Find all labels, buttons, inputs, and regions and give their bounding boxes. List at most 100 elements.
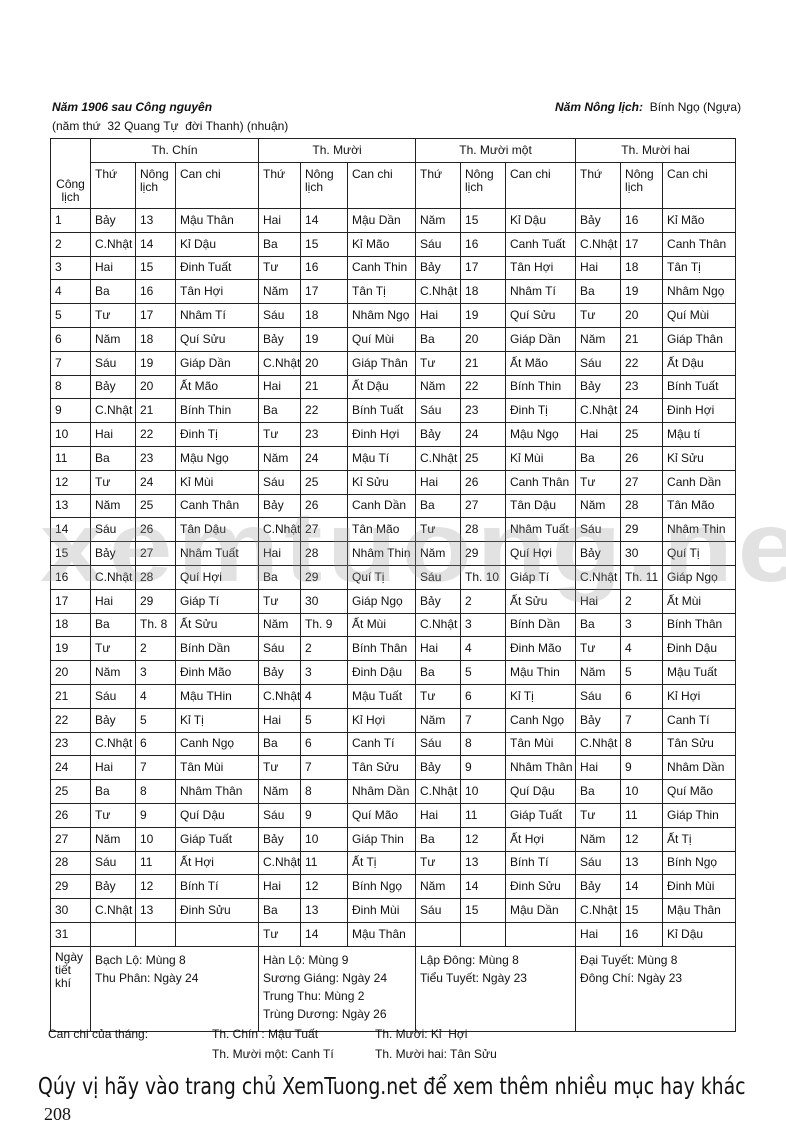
can-chi: Mậu Tuất xyxy=(662,660,737,685)
can-chi: Mậu Thân xyxy=(347,921,417,947)
weekday: Tư xyxy=(258,588,302,614)
can-chi: Nhâm Thin xyxy=(662,517,737,543)
weekday: Ba xyxy=(258,231,302,257)
can-chi: Ất Mão xyxy=(505,350,577,376)
can-chi: Bính Ngọ xyxy=(347,874,417,900)
can-chi: Giáp Tí xyxy=(505,564,577,590)
lunar-day: 17 xyxy=(300,279,349,305)
can-chi: Đinh Mão xyxy=(174,660,260,685)
lunar-day: 6 xyxy=(300,731,349,757)
can-chi: Giáp Tuất xyxy=(505,802,577,828)
column-header: Nông lịch xyxy=(135,162,176,209)
weekday: C.Nhật xyxy=(415,279,462,305)
solar-day: 17 xyxy=(50,588,91,614)
lunar-day: 11 xyxy=(620,802,664,828)
watermark: xemtuong.net xyxy=(40,491,786,603)
lunar-day: 6 xyxy=(460,683,507,709)
weekday: Tư xyxy=(575,303,622,328)
can-chi: Mậu Tuất xyxy=(347,683,417,709)
can-chi: Kỉ Mùi xyxy=(505,445,577,471)
lunar-day: 4 xyxy=(300,683,349,709)
lunar-day: 8 xyxy=(460,731,507,757)
can-chi: Mậu tí xyxy=(662,422,737,447)
lunar-day: 16 xyxy=(135,279,176,305)
column-header: Can chi xyxy=(347,162,417,209)
lunar-day: 17 xyxy=(135,303,176,328)
lunar-day: 10 xyxy=(300,826,349,852)
weekday: Bảy xyxy=(258,826,302,852)
can-chi: Tân Tị xyxy=(662,255,737,281)
solar-day: 19 xyxy=(50,636,91,662)
can-chi: Tân Mão xyxy=(347,517,417,543)
can-chi: Quí Mão xyxy=(347,802,417,828)
column-header: Thứ xyxy=(575,162,622,209)
weekday: Bảy xyxy=(90,208,136,233)
weekday: Tư xyxy=(258,255,302,281)
lunar-day: 17 xyxy=(460,255,507,281)
solar-day: 26 xyxy=(50,802,91,828)
weekday: C.Nhật xyxy=(575,564,622,590)
can-chi: Đinh Dậu xyxy=(662,636,737,662)
weekday: C.Nhật xyxy=(415,445,462,471)
weekday: Tư xyxy=(258,921,302,947)
lunar-day: 20 xyxy=(300,350,349,376)
solar-day: 6 xyxy=(50,326,91,352)
weekday: C.Nhật xyxy=(415,779,462,804)
solar-term: Trùng Dương: Ngày 26 xyxy=(263,1006,387,1021)
solar-terms-cell: Hàn Lộ: Mùng 9 Sương Giáng: Ngày 24 Trung … xyxy=(258,945,417,1032)
lunar-day: 15 xyxy=(135,255,176,281)
lunar-day xyxy=(135,921,176,947)
weekday: Sáu xyxy=(258,636,302,662)
weekday: Hai xyxy=(258,374,302,400)
lunar-day: 13 xyxy=(135,208,176,233)
weekday: Hai xyxy=(90,422,136,447)
weekday: C.Nhật xyxy=(90,231,136,257)
weekday: Ba xyxy=(415,826,462,852)
lunar-value: Bính Ngọ (Ngựa) xyxy=(649,100,742,114)
lunar-day: 11 xyxy=(300,850,349,876)
can-chi: Quí Tị xyxy=(347,564,417,590)
can-chi: Ất Sửu xyxy=(505,588,577,614)
can-chi: Đinh Tị xyxy=(505,398,577,424)
can-chi: Tân Hợi xyxy=(174,279,260,305)
column-header: Thứ xyxy=(415,162,462,209)
solar-term: Trung Thu: Mùng 2 xyxy=(263,988,365,1003)
lunar-day: 19 xyxy=(135,350,176,376)
weekday: Bảy xyxy=(90,874,136,900)
can-chi: Quí Hợi xyxy=(174,564,260,590)
year-title: Năm 1906 sau Công nguyên xyxy=(52,100,213,114)
lunar-day: 6 xyxy=(620,683,664,709)
solar-term: Tiểu Tuyết: Ngày 23 xyxy=(420,970,527,985)
can-chi: Mậu Ngọ xyxy=(174,445,260,471)
can-chi: Canh Thân xyxy=(174,493,260,519)
can-chi: Giáp Thân xyxy=(662,326,737,352)
solar-term: Đông Chí: Ngày 23 xyxy=(580,970,683,985)
weekday: Ba xyxy=(575,779,622,804)
solar-day: 1 xyxy=(50,208,91,233)
subtitle: (năm thứ 32 Quang Tự đời Thanh) (nhuận) xyxy=(52,119,289,133)
can-chi: Quí Sửu xyxy=(174,326,260,352)
weekday: Hai xyxy=(258,874,302,900)
lunar-day: 27 xyxy=(620,469,664,495)
weekday: Ba xyxy=(415,326,462,352)
weekday: Năm xyxy=(575,493,622,519)
can-chi: Tân Dậu xyxy=(174,517,260,543)
can-chi: Giáp Ngọ xyxy=(347,588,417,614)
can-chi: Giáp Tuất xyxy=(174,826,260,852)
solar-day: 31 xyxy=(50,921,91,947)
day-row: 22 Bảy 5 Kỉ Tị Hai 5 Kỉ Hợi Năm 7 Canh Ngọ Bảy 7 Can… xyxy=(50,707,737,733)
lunar-day: 2 xyxy=(620,588,664,614)
can-chi: Quí Dậu xyxy=(505,779,577,804)
lunar-day: 25 xyxy=(135,493,176,519)
day-row: 1 Bảy 13 Mậu Thân Hai 14 Mậu Dần Năm 15 Kỉ Dậu Bảy… xyxy=(50,208,737,233)
lunar-day: 14 xyxy=(300,921,349,947)
lunar-day: 13 xyxy=(620,850,664,876)
solar-day: 25 xyxy=(50,779,91,804)
can-chi: Đinh Mùi xyxy=(662,874,737,900)
footer-item: Th. Mười hai: Tân Sửu xyxy=(375,1047,497,1061)
weekday: Bảy xyxy=(575,874,622,900)
weekday: Sáu xyxy=(575,350,622,376)
day-row: 27 Năm 10 Giáp Tuất Bảy 10 Giáp Thin Ba 12 Ất Hợi… xyxy=(50,826,737,852)
can-chi: Đinh Hợi xyxy=(347,422,417,447)
lunar-day: 9 xyxy=(460,755,507,781)
